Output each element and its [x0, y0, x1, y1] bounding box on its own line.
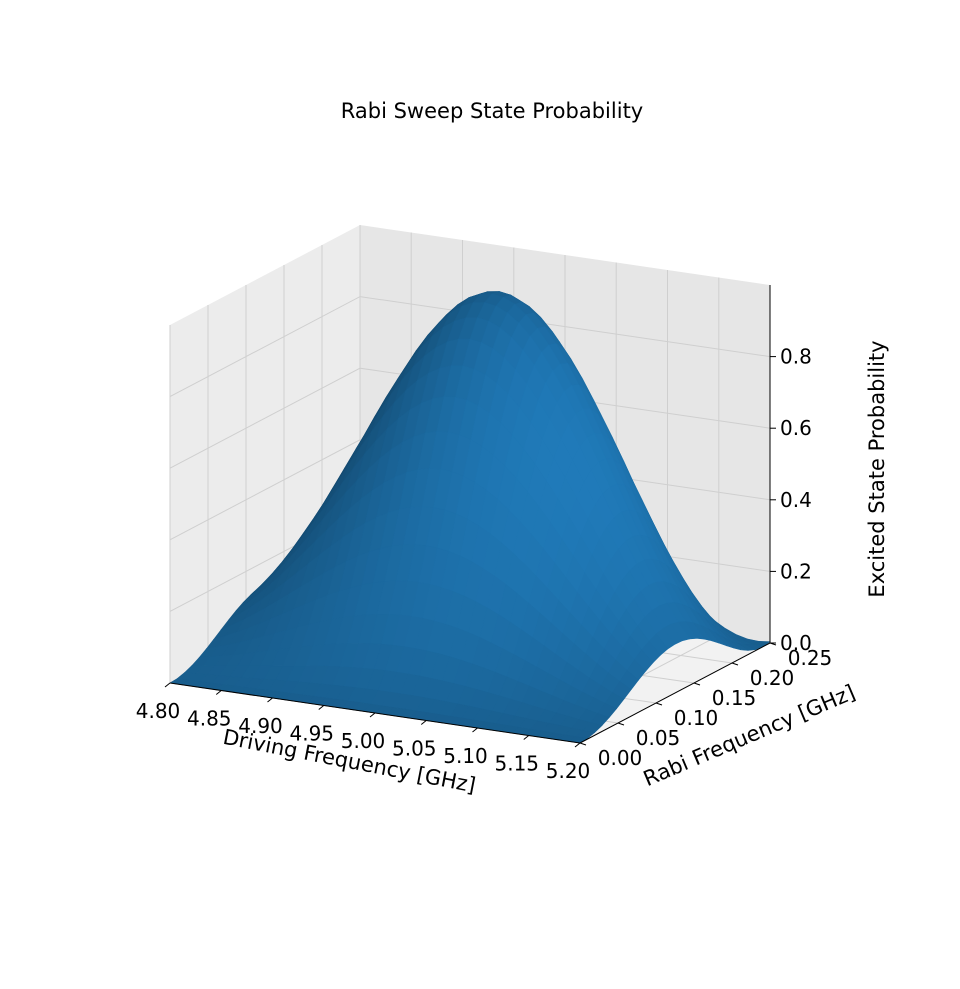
- y-tick-label: 0.25: [788, 646, 833, 670]
- y-tick-mark: [731, 662, 739, 666]
- x-tick-label: 4.80: [136, 699, 181, 723]
- x-tick-mark: [369, 712, 376, 718]
- y-tick-label: 0.00: [598, 746, 643, 770]
- x-tick-label: 5.15: [494, 752, 539, 776]
- x-tick-mark: [164, 682, 171, 688]
- z-tick-label: 0.8: [780, 345, 812, 369]
- chart-title: Rabi Sweep State Probability: [341, 99, 643, 123]
- y-tick-mark: [617, 722, 625, 726]
- z-axis-label: Excited State Probability: [865, 340, 889, 597]
- axes-ticks: 4.80 4.85 4.90 4.95 5.00 5.05 5.10 5.15 5.200.00…: [136, 345, 833, 783]
- x-tick-label: 5.10: [443, 744, 488, 768]
- y-tick-label: 0.10: [674, 706, 719, 730]
- z-gridline: [169, 439, 771, 541]
- x-tick-mark: [318, 705, 325, 710]
- x-tick-mark: [574, 742, 581, 748]
- y-tick-mark: [655, 702, 663, 706]
- z-gridline: [169, 296, 771, 398]
- x-tick-mark: [472, 727, 478, 733]
- x-tick-mark: [215, 690, 222, 695]
- x-tick-label: 4.90: [238, 714, 283, 738]
- x-tick-label: 5.20: [546, 759, 591, 783]
- x-tick-label: 4.85: [187, 707, 232, 731]
- y-tick-mark: [693, 682, 701, 686]
- y-tick-label: 0.05: [636, 726, 681, 750]
- y-axis-line: [579, 642, 771, 744]
- x-tick-label: 5.00: [341, 729, 386, 753]
- z-gridline: [169, 367, 771, 469]
- z-tick-label: 0.4: [780, 488, 812, 512]
- x-tick-mark: [420, 720, 427, 725]
- x-tick-mark: [267, 697, 273, 703]
- y-tick-label: 0.15: [712, 686, 757, 710]
- surface-plot: [169, 291, 771, 744]
- x-tick-mark: [523, 735, 530, 740]
- z-tick-label: 0.2: [780, 559, 812, 583]
- z-tick-label: 0.0: [780, 631, 812, 655]
- y-tick-label: 0.20: [750, 666, 795, 690]
- x-tick-label: 4.95: [289, 722, 334, 746]
- x-tick-label: 5.05: [392, 737, 437, 761]
- z-tick-label: 0.6: [780, 416, 812, 440]
- y-tick-mark: [579, 742, 587, 746]
